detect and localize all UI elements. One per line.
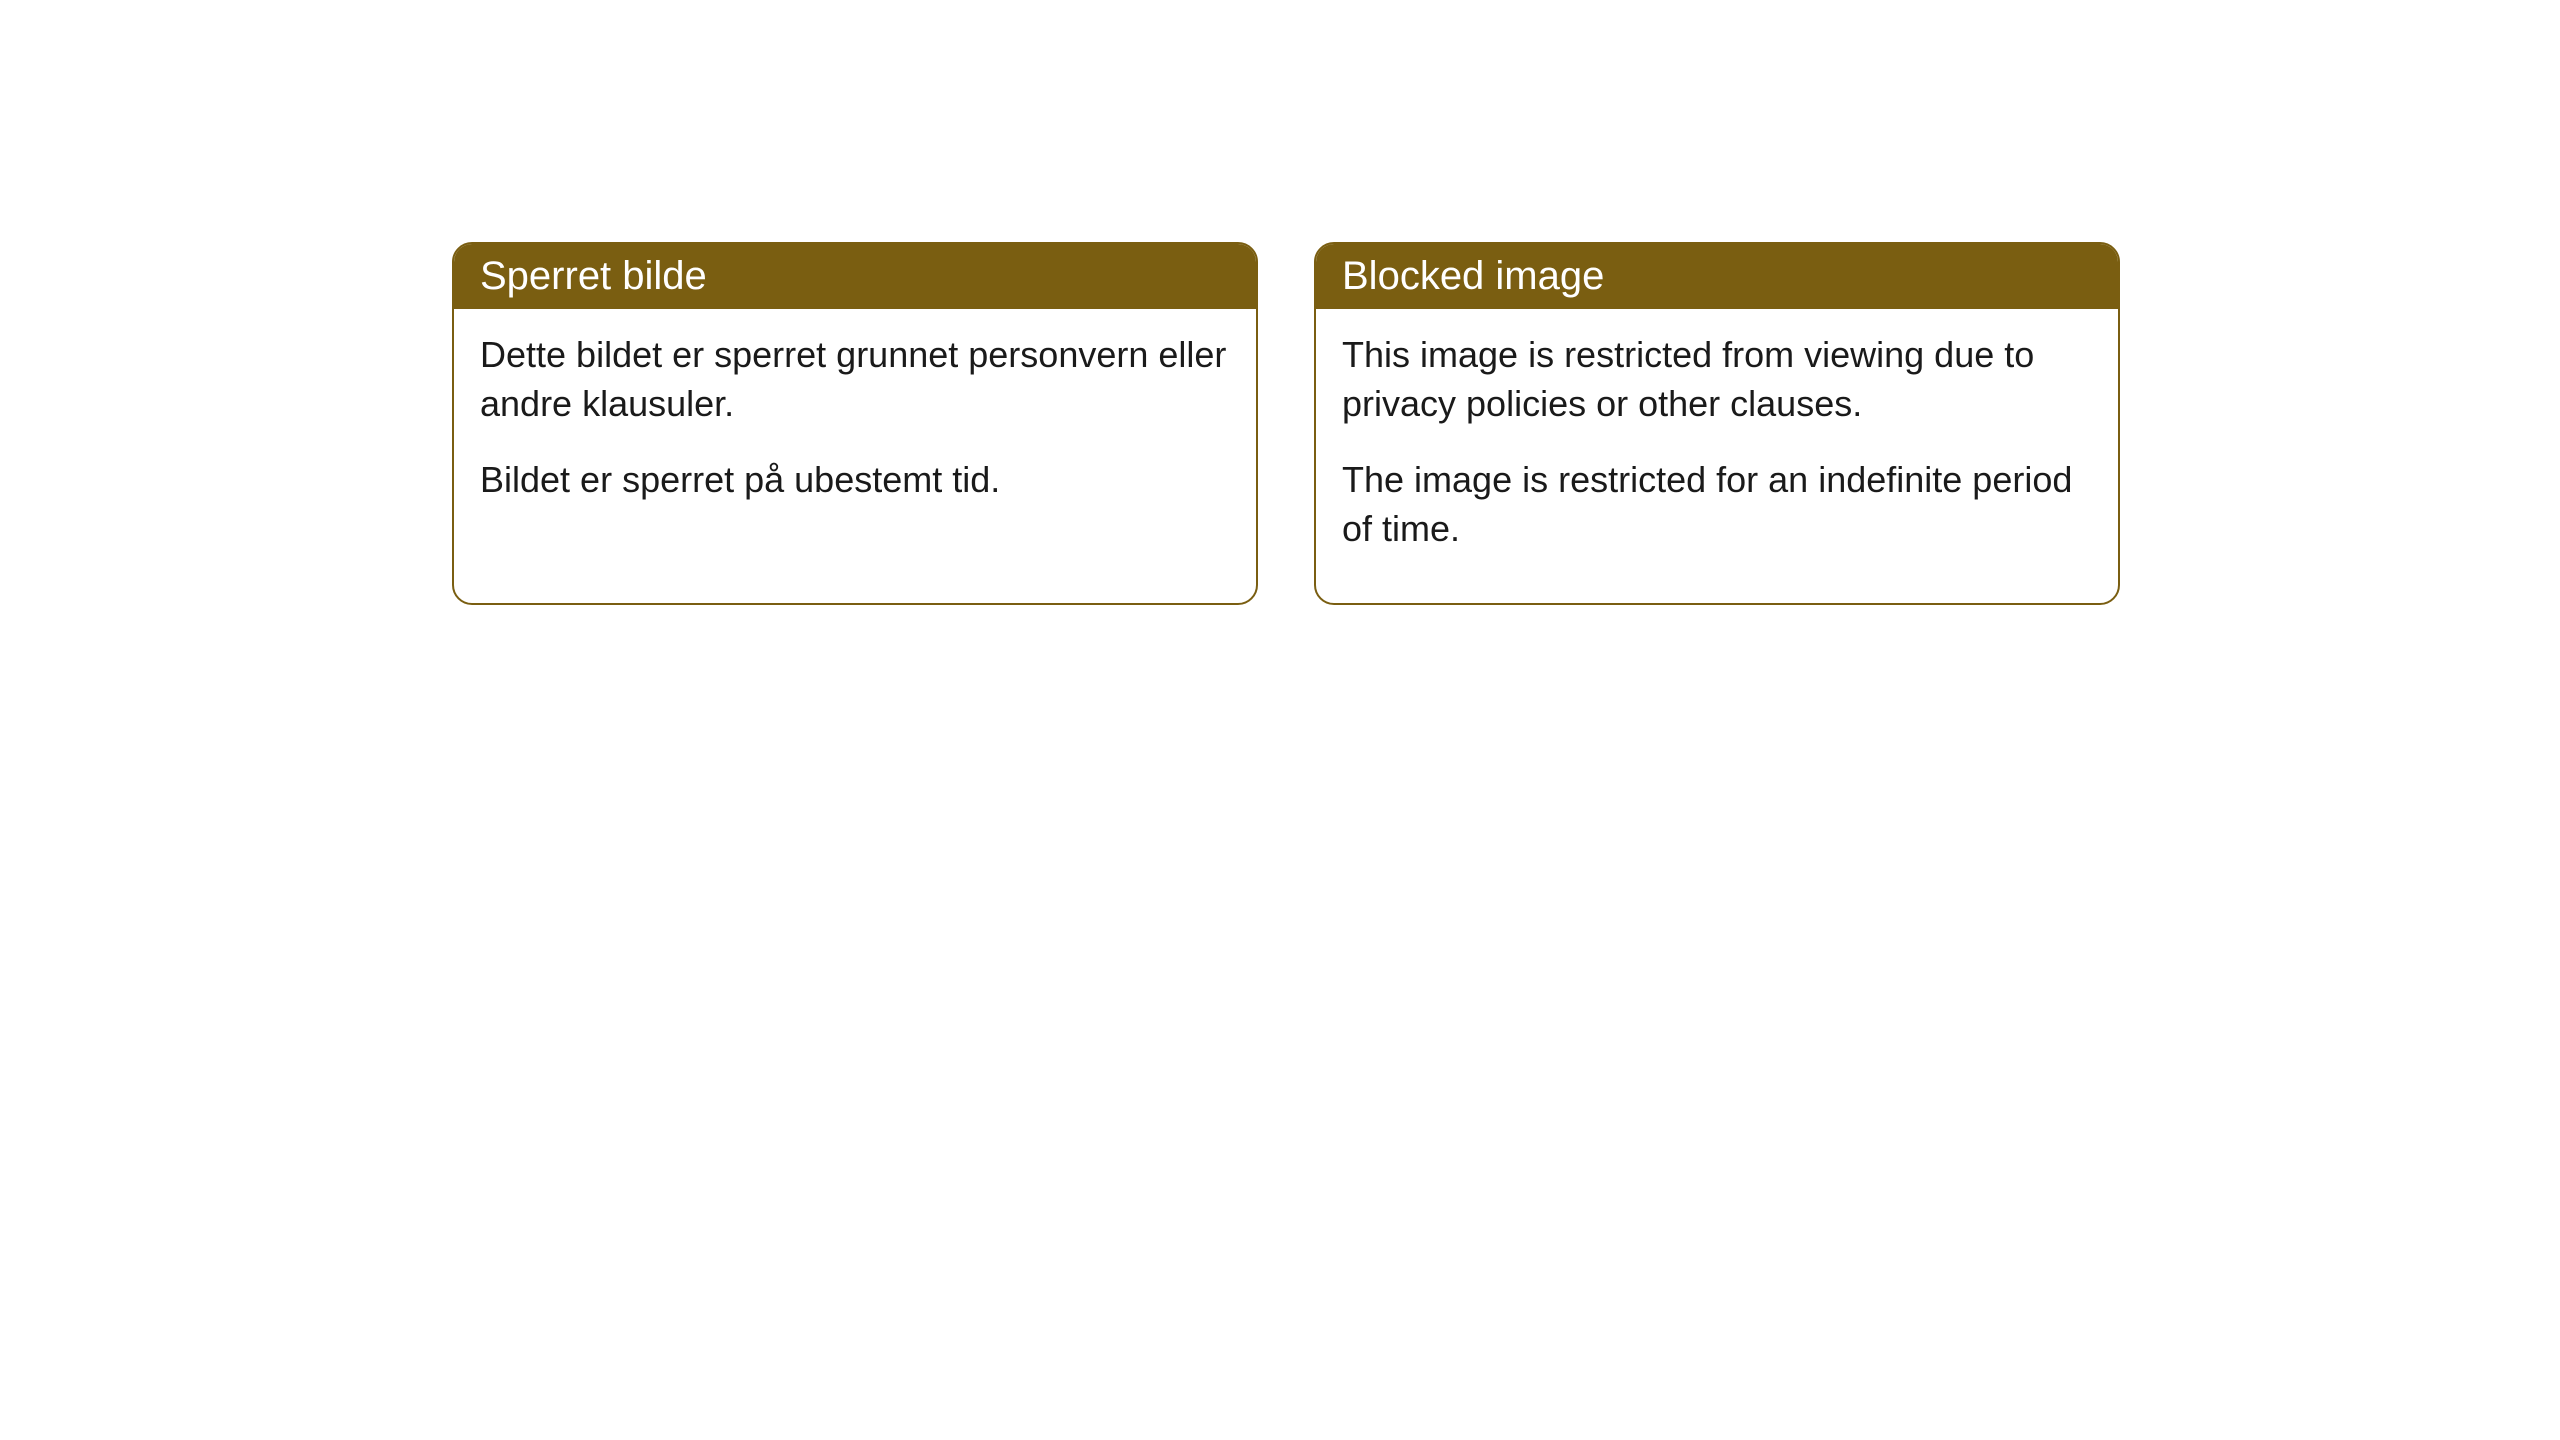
- card-text-1: This image is restricted from viewing du…: [1342, 331, 2092, 428]
- card-title: Sperret bilde: [480, 254, 707, 298]
- blocked-image-card-norwegian: Sperret bilde Dette bildet er sperret gr…: [452, 242, 1258, 605]
- card-title: Blocked image: [1342, 254, 1604, 298]
- card-header-english: Blocked image: [1316, 244, 2118, 309]
- card-text-1: Dette bildet er sperret grunnet personve…: [480, 331, 1230, 428]
- notice-container: Sperret bilde Dette bildet er sperret gr…: [452, 242, 2120, 605]
- card-text-2: Bildet er sperret på ubestemt tid.: [480, 456, 1230, 505]
- card-body-norwegian: Dette bildet er sperret grunnet personve…: [454, 309, 1256, 555]
- card-text-2: The image is restricted for an indefinit…: [1342, 456, 2092, 553]
- card-body-english: This image is restricted from viewing du…: [1316, 309, 2118, 603]
- card-header-norwegian: Sperret bilde: [454, 244, 1256, 309]
- blocked-image-card-english: Blocked image This image is restricted f…: [1314, 242, 2120, 605]
